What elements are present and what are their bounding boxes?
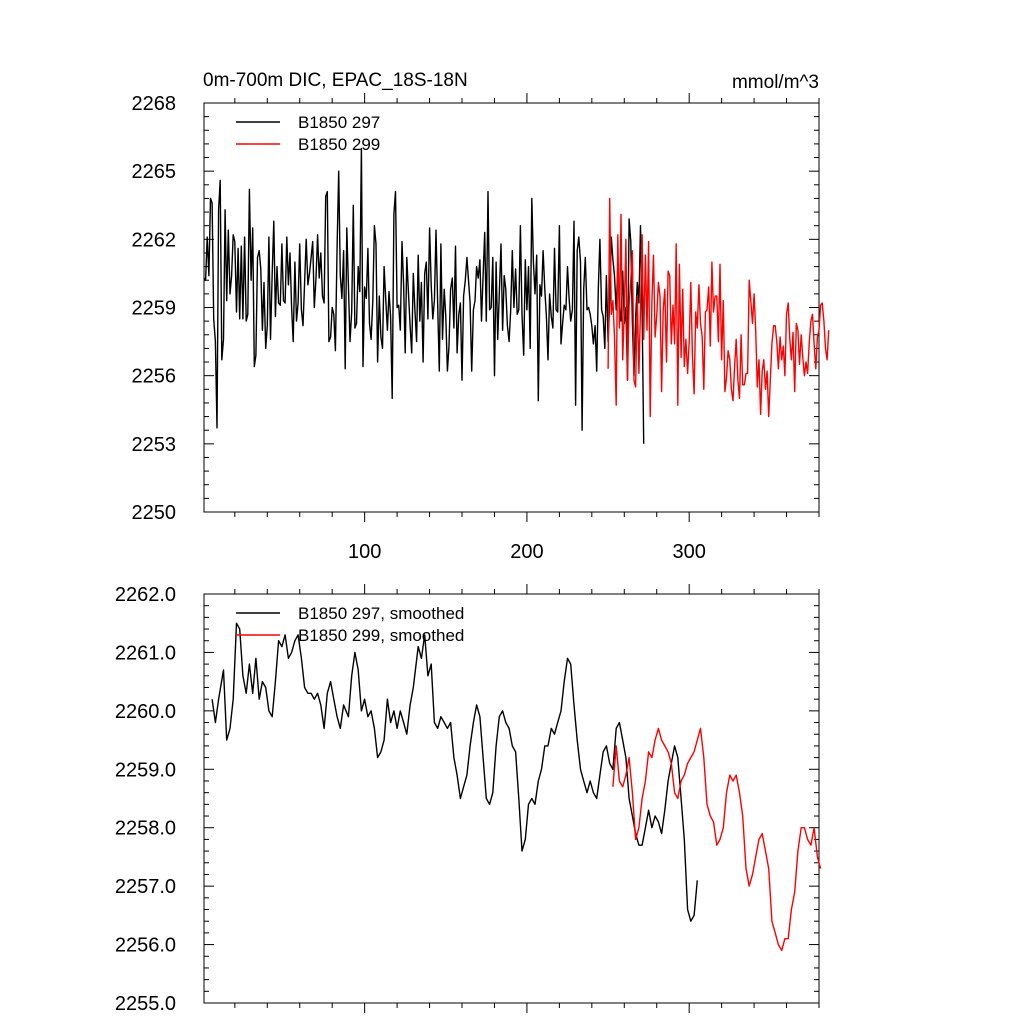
y-tick-label: 2262	[132, 229, 177, 251]
legend-label-1: B1850 297	[298, 113, 380, 132]
bottom-panel: 2255.0 2256.0 2257.0 2258.0 2259.0 2260.0 2261…	[115, 584, 822, 1015]
top-panel: 2250 2253 2256 2259 2262 2265 2268 100 200 300 B18…	[132, 93, 830, 563]
y-tick-label: 2259.0	[115, 759, 176, 781]
y-tick-label: 2256	[132, 366, 177, 388]
legend-label-1: B1850 297, smoothed	[298, 604, 464, 623]
y-tick-label: 2253	[132, 434, 177, 456]
y-tick-label: 2257.0	[115, 876, 176, 898]
series-line-2	[607, 197, 830, 418]
x-tick-label: 300	[672, 541, 705, 563]
y-tick-label: 2258.0	[115, 818, 176, 840]
y-tick-label: 2260.0	[115, 701, 176, 723]
series-line-1	[211, 622, 698, 922]
x-tick-label: 200	[510, 541, 543, 563]
y-tick-label: 2256.0	[115, 935, 176, 957]
y-tick-label: 2259	[132, 298, 177, 320]
y-tick-label: 2261.0	[115, 642, 176, 664]
series-line-1	[203, 147, 645, 444]
x-tick-label: 100	[348, 541, 381, 563]
units-label: mmol/m^3	[732, 72, 819, 93]
legend-label-2: B1850 299, smoothed	[298, 626, 464, 645]
y-tick-label: 2268	[132, 93, 177, 115]
y-tick-label: 2265	[132, 161, 177, 183]
figure-title: 0m-700m DIC, EPAC_18S-18N	[203, 70, 468, 91]
y-tick-label: 2262.0	[115, 584, 176, 606]
legend-label-2: B1850 299	[298, 135, 380, 154]
y-tick-label: 2255.0	[115, 993, 176, 1015]
plot-frame	[203, 593, 820, 1004]
series-line-2	[612, 727, 822, 952]
y-tick-label: 2250	[132, 502, 177, 524]
